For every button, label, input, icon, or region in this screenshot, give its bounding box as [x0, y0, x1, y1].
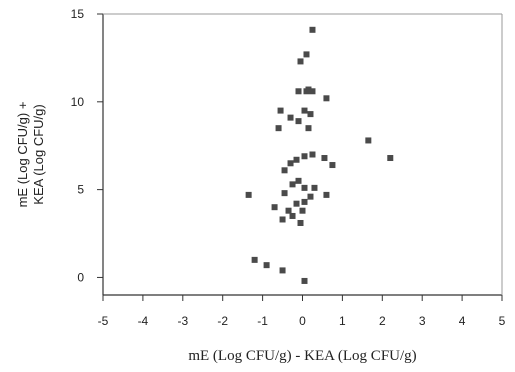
- data-point: [289, 181, 296, 188]
- data-point: [299, 207, 306, 214]
- y-tick-label: 15: [71, 7, 85, 21]
- data-point: [287, 114, 294, 121]
- data-point: [285, 207, 292, 214]
- data-point: [251, 256, 258, 263]
- x-tick-label: 1: [339, 314, 346, 328]
- x-tick-label: -4: [138, 314, 149, 328]
- data-point: [321, 155, 328, 162]
- data-point: [275, 125, 282, 132]
- data-point: [297, 219, 304, 226]
- x-tick-label: -1: [257, 314, 268, 328]
- y-tick-label: 0: [77, 270, 84, 284]
- data-point: [301, 198, 308, 205]
- x-ticks: -5 -4 -3 -2 -1 0 1 2 3 4 5: [98, 295, 506, 328]
- data-point: [279, 216, 286, 223]
- data-point: [309, 26, 316, 33]
- data-point: [307, 193, 314, 200]
- data-point: [289, 212, 296, 219]
- data-point: [301, 184, 308, 191]
- data-point: [307, 111, 314, 118]
- x-tick-label: 3: [419, 314, 426, 328]
- y-tick-label: 10: [71, 95, 85, 109]
- data-point: [293, 200, 300, 207]
- data-point: [309, 88, 316, 95]
- x-tick-label: -3: [177, 314, 188, 328]
- x-tick-label: 4: [459, 314, 466, 328]
- data-point: [279, 267, 286, 274]
- data-point: [311, 184, 318, 191]
- data-point: [293, 156, 300, 163]
- data-point: [365, 137, 372, 144]
- data-point: [277, 107, 284, 114]
- data-point: [301, 153, 308, 160]
- x-tick-label: -2: [217, 314, 228, 328]
- plot-frame: [102, 13, 503, 296]
- x-tick-label: 5: [499, 314, 506, 328]
- data-point: [303, 51, 310, 58]
- data-point: [309, 151, 316, 158]
- y-tick-label: 5: [77, 183, 84, 197]
- data-point: [329, 162, 336, 169]
- data-point: [323, 191, 330, 198]
- data-point: [305, 125, 312, 132]
- data-point: [301, 107, 308, 114]
- y-axis-label-line-2: KEA (Log CFU/g): [31, 104, 46, 204]
- data-point: [387, 155, 394, 162]
- y-axis-label-line-1: mE (Log CFU/g) +: [15, 102, 30, 208]
- x-tick-label: 2: [379, 314, 386, 328]
- x-axis-label: mE (Log CFU/g) - KEA (Log CFU/g): [188, 348, 416, 364]
- data-point: [295, 88, 302, 95]
- data-point: [295, 177, 302, 184]
- y-ticks: 0 5 10 15: [71, 7, 103, 284]
- data-point: [281, 167, 288, 174]
- data-point: [287, 160, 294, 167]
- data-point: [263, 262, 270, 269]
- data-point: [323, 95, 330, 102]
- data-point: [271, 204, 278, 211]
- data-point: [301, 277, 308, 284]
- data-point: [281, 190, 288, 197]
- data-point: [295, 118, 302, 125]
- data-point: [305, 86, 312, 93]
- data-point: [297, 58, 304, 65]
- x-tick-label: -5: [98, 314, 109, 328]
- x-tick-label: 0: [299, 314, 306, 328]
- data-points: [245, 26, 394, 284]
- data-point: [245, 191, 252, 198]
